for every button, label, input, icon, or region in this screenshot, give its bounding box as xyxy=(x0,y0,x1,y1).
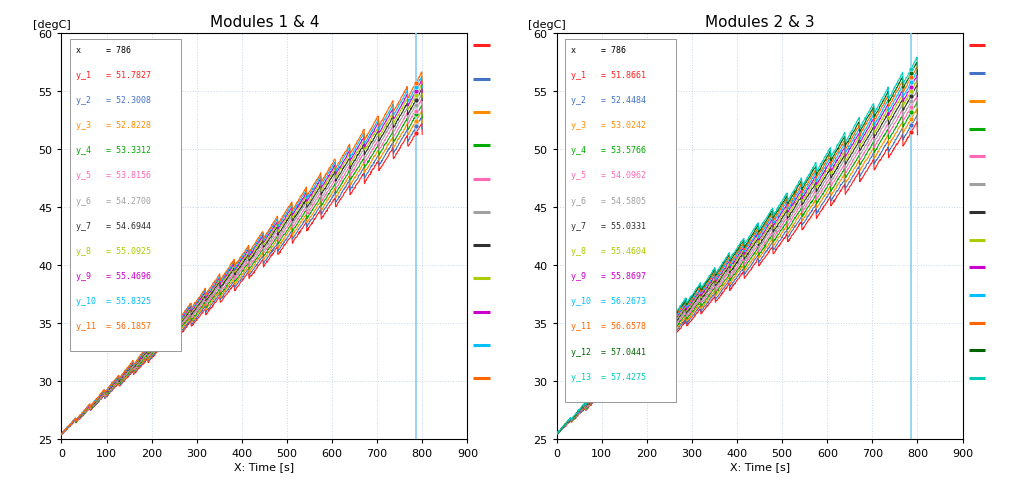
Text: y_3   = 52.8228: y_3 = 52.8228 xyxy=(76,121,151,130)
Text: y_13  = 57.4275: y_13 = 57.4275 xyxy=(570,372,646,381)
Text: y_10  = 55.8325: y_10 = 55.8325 xyxy=(76,297,151,305)
X-axis label: X: Time [s]: X: Time [s] xyxy=(234,461,295,471)
Title: Modules 1 & 4: Modules 1 & 4 xyxy=(210,15,319,30)
Text: y_9   = 55.8697: y_9 = 55.8697 xyxy=(570,271,646,281)
Text: y_8   = 55.0925: y_8 = 55.0925 xyxy=(76,246,151,255)
Text: x     = 786: x = 786 xyxy=(76,45,131,55)
Text: y_7   = 55.0331: y_7 = 55.0331 xyxy=(570,221,646,230)
Text: y_6   = 54.2700: y_6 = 54.2700 xyxy=(76,196,151,205)
Text: y_1   = 51.8661: y_1 = 51.8661 xyxy=(570,71,646,80)
Text: y_2   = 52.3008: y_2 = 52.3008 xyxy=(76,96,151,105)
Text: y_3   = 53.0242: y_3 = 53.0242 xyxy=(570,121,646,130)
Text: y_4   = 53.3312: y_4 = 53.3312 xyxy=(76,146,151,155)
Text: y_4   = 53.5766: y_4 = 53.5766 xyxy=(570,146,646,155)
Text: x     = 786: x = 786 xyxy=(570,45,626,55)
Text: y_7   = 54.6944: y_7 = 54.6944 xyxy=(76,221,151,230)
Text: y_10  = 56.2673: y_10 = 56.2673 xyxy=(570,297,646,305)
Text: y_8   = 55.4604: y_8 = 55.4604 xyxy=(570,246,646,255)
FancyBboxPatch shape xyxy=(70,40,181,352)
FancyBboxPatch shape xyxy=(565,40,677,402)
Text: y_5   = 53.8156: y_5 = 53.8156 xyxy=(76,171,151,180)
Text: [degC]: [degC] xyxy=(528,20,566,30)
Text: y_9   = 55.4696: y_9 = 55.4696 xyxy=(76,271,151,281)
Text: y_5   = 54.0962: y_5 = 54.0962 xyxy=(570,171,646,180)
Text: y_11  = 56.6578: y_11 = 56.6578 xyxy=(570,322,646,331)
X-axis label: X: Time [s]: X: Time [s] xyxy=(729,461,790,471)
Text: y_1   = 51.7827: y_1 = 51.7827 xyxy=(76,71,151,80)
Text: y_11  = 56.1857: y_11 = 56.1857 xyxy=(76,322,151,331)
Text: [degC]: [degC] xyxy=(33,20,71,30)
Text: y_2   = 52.4484: y_2 = 52.4484 xyxy=(570,96,646,105)
Text: y_12  = 57.0441: y_12 = 57.0441 xyxy=(570,347,646,356)
Text: y_6   = 54.5805: y_6 = 54.5805 xyxy=(570,196,646,205)
Title: Modules 2 & 3: Modules 2 & 3 xyxy=(705,15,814,30)
